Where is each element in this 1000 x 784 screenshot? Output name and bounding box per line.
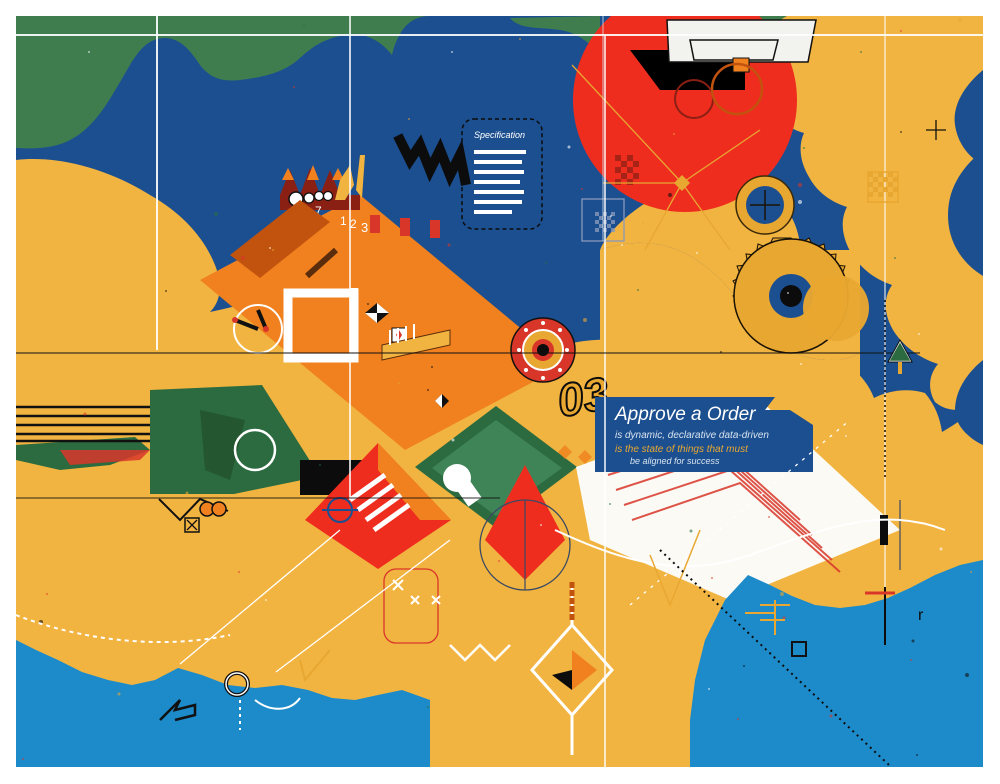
svg-text:Approve a Order: Approve a Order (614, 404, 756, 425)
svg-text:1: 1 (340, 214, 347, 228)
svg-text:3: 3 (361, 220, 368, 235)
svg-text:r: r (918, 607, 924, 624)
svg-text:2: 2 (350, 217, 357, 231)
svg-text:is the state of things that mu: is the state of things that must (615, 444, 749, 455)
svg-text:is dynamic, declarative data-d: is dynamic, declarative data-driven (615, 430, 769, 441)
svg-text:Specification: Specification (474, 130, 525, 140)
svg-text:be aligned for success: be aligned for success (630, 456, 720, 466)
